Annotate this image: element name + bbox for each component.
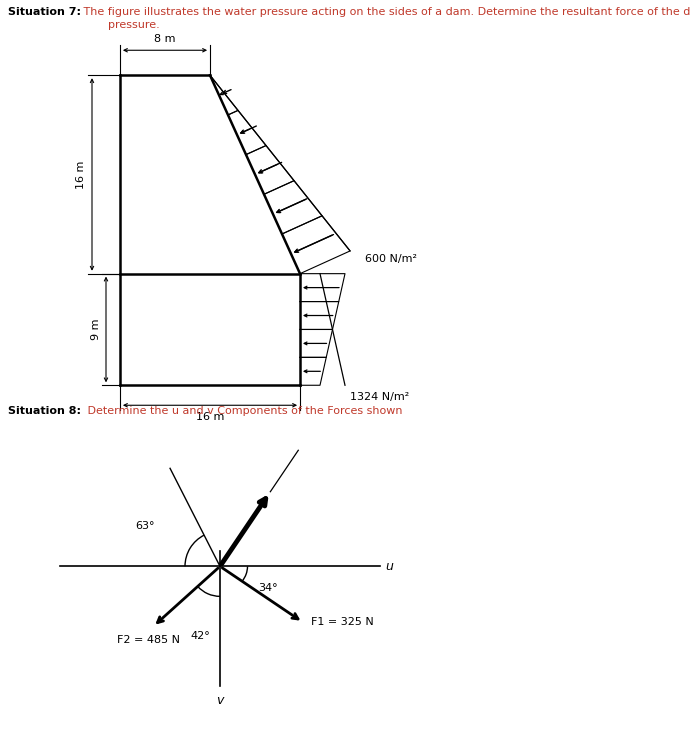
Text: Situation 8:: Situation 8: bbox=[8, 407, 81, 416]
Text: 8 m: 8 m bbox=[155, 34, 176, 45]
Text: v: v bbox=[216, 695, 224, 707]
Text: 63°: 63° bbox=[135, 522, 155, 531]
Text: 34°: 34° bbox=[258, 583, 277, 594]
Text: u: u bbox=[385, 560, 393, 573]
Text: F1 = 325 N: F1 = 325 N bbox=[311, 617, 374, 627]
Text: 16 m: 16 m bbox=[76, 160, 86, 188]
Text: 42°: 42° bbox=[190, 631, 210, 641]
Text: pressure.: pressure. bbox=[80, 20, 160, 30]
Text: 9 m: 9 m bbox=[91, 319, 101, 341]
Text: F2 = 485 N: F2 = 485 N bbox=[117, 634, 179, 645]
Text: Determine the u and v Components of the Forces shown: Determine the u and v Components of the … bbox=[84, 407, 402, 416]
Text: 1324 N/m²: 1324 N/m² bbox=[350, 393, 409, 402]
Text: Situation 7:: Situation 7: bbox=[8, 7, 81, 17]
Text: 600 N/m²: 600 N/m² bbox=[365, 254, 417, 263]
Text: The figure illustrates the water pressure acting on the sides of a dam. Determin: The figure illustrates the water pressur… bbox=[80, 7, 690, 17]
Text: 16 m: 16 m bbox=[196, 413, 224, 422]
